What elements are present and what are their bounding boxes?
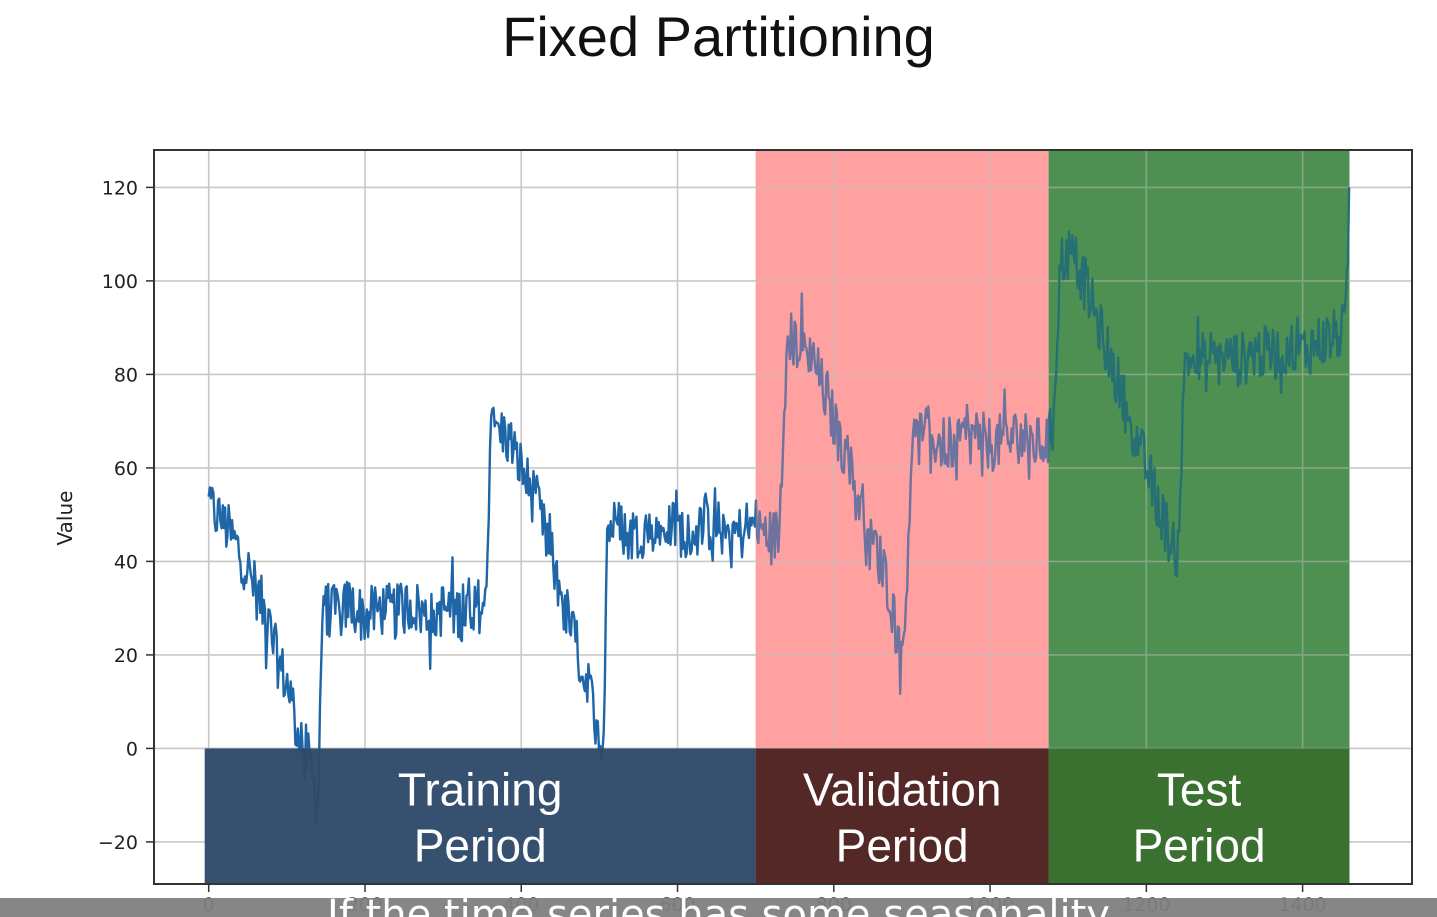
- training-period-box: [204, 748, 756, 884]
- test-label-line2: Period: [1133, 819, 1266, 871]
- caption-text: If the time series has some seasonality: [0, 898, 1437, 917]
- y-tick-label: 0: [126, 738, 138, 760]
- y-tick-label: 40: [114, 551, 138, 573]
- test-period-box: [1048, 748, 1350, 884]
- training-label-line1: Training: [398, 763, 562, 815]
- validation-label-line1: Validation: [803, 763, 1002, 815]
- page-title: Fixed Partitioning: [502, 5, 935, 68]
- validation-label-line2: Period: [836, 819, 969, 871]
- validation-period-box: [755, 748, 1049, 884]
- training-label-line2: Period: [414, 819, 547, 871]
- y-tick-label: 20: [114, 645, 138, 667]
- plot-frame: [153, 149, 1413, 885]
- test-label-line1: Test: [1157, 763, 1242, 815]
- y-axis-label: Value: [53, 491, 77, 546]
- series-line: [207, 187, 1351, 825]
- y-tick-label: 60: [114, 458, 138, 480]
- y-tick-label: 80: [114, 364, 138, 386]
- caption-bar: If the time series has some seasonality: [0, 898, 1437, 917]
- y-tick-label: 100: [102, 271, 138, 293]
- y-tick-label: −20: [98, 832, 138, 854]
- y-tick-label: 120: [102, 177, 138, 199]
